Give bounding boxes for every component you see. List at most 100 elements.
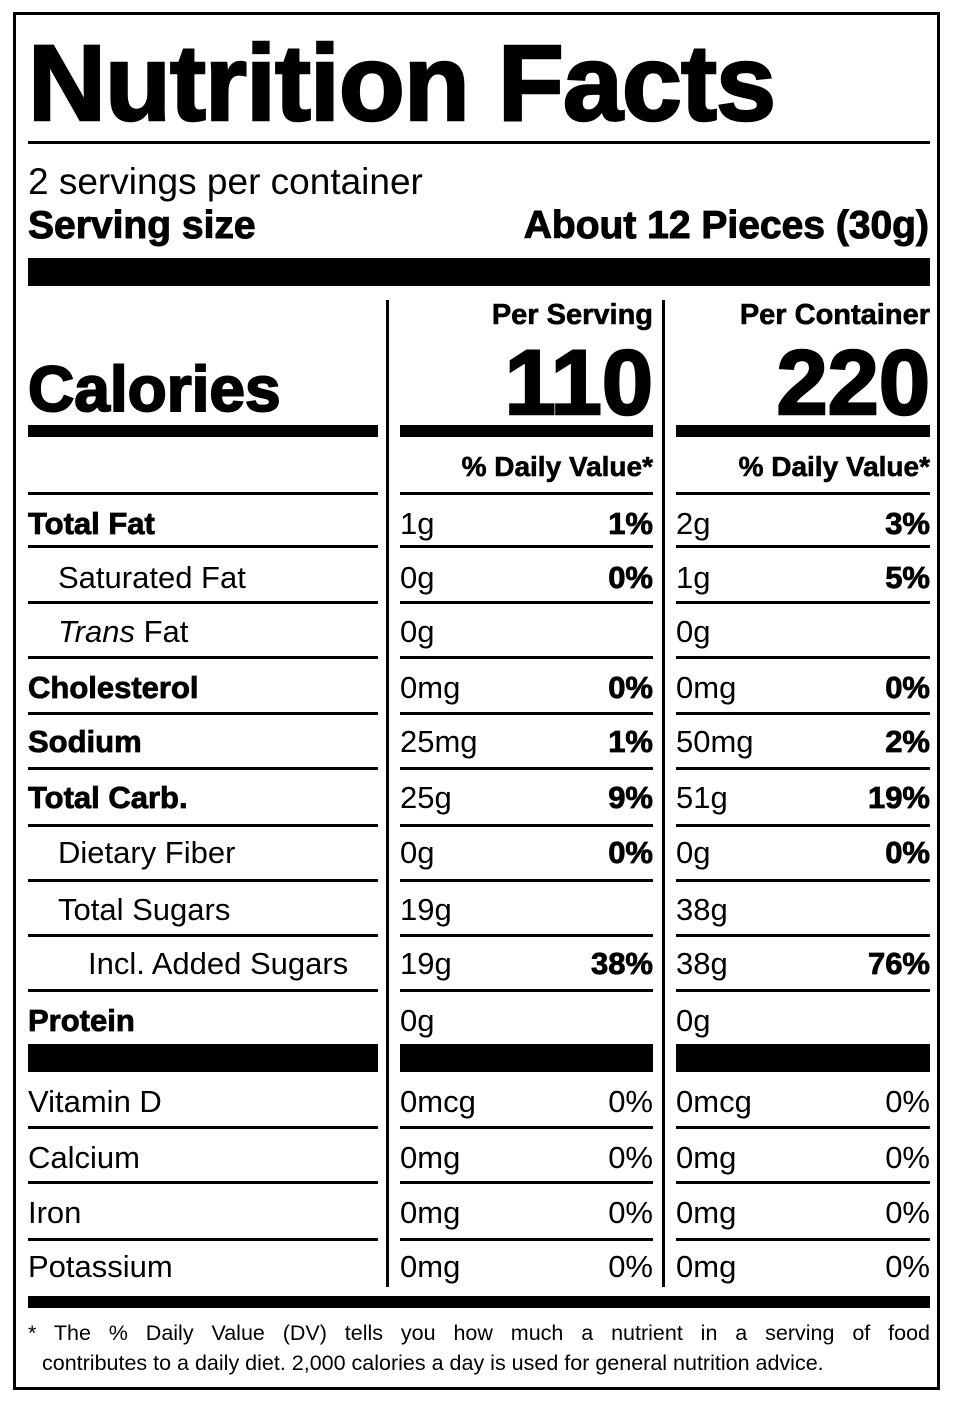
serving-daily-value: 9% — [608, 780, 654, 816]
container-amount: 1g — [676, 560, 711, 595]
vitamin-rule-1-label — [28, 1181, 378, 1184]
calories-label: Calories — [27, 352, 282, 426]
nutrient-rule-2-serving — [400, 601, 653, 604]
nutrient-name: Total Sugars — [58, 892, 231, 927]
nutrient-name: Cholesterol — [28, 670, 199, 706]
nutrient-rule-1-serving — [400, 545, 653, 548]
title-rule — [28, 141, 930, 144]
container-amount: 2g — [676, 506, 711, 541]
vitamin-rule-0-label — [28, 1126, 378, 1129]
vitamin-rule-2-label — [28, 1238, 378, 1241]
vitamin-name: Potassium — [28, 1249, 173, 1284]
footnote-line-1: * The % Daily Value (DV) tells you how m… — [28, 1321, 930, 1345]
container-amount: 0mg — [676, 1195, 737, 1230]
footnote: * The % Daily Value (DV) tells you how m… — [28, 1318, 930, 1378]
container-amount: 0mg — [676, 670, 737, 705]
nutrient-rule-0-serving — [400, 492, 653, 495]
container-amount: 0g — [676, 835, 711, 870]
nutrient-rule-2-label — [28, 601, 378, 604]
nutrient-rule-1-container — [676, 545, 930, 548]
vitamin-divider-serving — [400, 1044, 653, 1072]
container-amount: 0mg — [676, 1140, 737, 1175]
vitamin-rule-0-serving — [400, 1126, 653, 1129]
vitamin-rule-2-serving — [400, 1238, 653, 1241]
serving-amount: 0mg — [400, 1140, 461, 1175]
serving-size-value: About 12 Pieces (30g) — [523, 204, 929, 248]
nutrient-rule-8-label — [28, 934, 378, 937]
serving-daily-value: 0% — [608, 835, 654, 871]
container-amount: 0g — [676, 614, 711, 649]
nutrient-rule-2-container — [676, 601, 930, 604]
per-serving-heading: Per Serving — [491, 299, 654, 332]
vitamin-rule-2-container — [676, 1238, 930, 1241]
nutrient-rule-1-label — [28, 545, 378, 548]
container-daily-value: 0% — [885, 670, 931, 706]
container-amount: 38g — [676, 946, 728, 981]
nutrient-rule-6-label — [28, 824, 378, 827]
nutrient-rule-4-container — [676, 712, 930, 715]
nutrient-rule-0-label — [28, 492, 378, 495]
footnote-line-2: contributes to a daily diet. 2,000 calor… — [42, 1351, 824, 1375]
label-title: Nutrition Facts — [27, 21, 778, 145]
vitamin-rule-1-container — [676, 1181, 930, 1184]
serving-daily-value: 0% — [608, 560, 654, 596]
serving-amount: 0mg — [400, 1195, 461, 1230]
nutrient-rule-9-container — [676, 989, 930, 992]
nutrient-name: Saturated Fat — [58, 560, 246, 595]
nutrient-rule-7-container — [676, 879, 930, 882]
container-amount: 0g — [676, 1003, 711, 1038]
serving-daily-value: 0% — [608, 1195, 653, 1230]
container-daily-value: 19% — [867, 780, 931, 816]
serving-amount: 0g — [400, 614, 435, 649]
nutrient-rule-5-container — [676, 767, 930, 770]
nutrient-rule-6-container — [676, 824, 930, 827]
serving-amount: 1g — [400, 506, 435, 541]
nutrient-name: Protein — [28, 1003, 136, 1039]
nutrient-rule-3-container — [676, 656, 930, 659]
column-divider-left — [386, 300, 389, 1287]
nutrient-name: Sodium — [28, 724, 142, 760]
vitamin-divider-label — [28, 1044, 378, 1072]
serving-daily-value: 0% — [608, 1249, 653, 1284]
daily-value-heading-container: % Daily Value* — [738, 451, 930, 483]
calories-rule-container — [676, 425, 930, 437]
container-amount: 0mcg — [676, 1084, 752, 1119]
container-amount: 51g — [676, 780, 728, 815]
nutrient-rule-7-label — [28, 879, 378, 882]
nutrient-name: Dietary Fiber — [58, 835, 236, 870]
serving-daily-value: 38% — [590, 946, 654, 982]
calories-rule-serving — [400, 425, 653, 437]
nutrient-rule-5-label — [28, 767, 378, 770]
serving-amount: 0mcg — [400, 1084, 476, 1119]
servings-per-container: 2 servings per container — [28, 161, 423, 202]
nutrient-rule-8-container — [676, 934, 930, 937]
nutrient-name: Total Carb. — [28, 780, 188, 816]
nutrient-rule-4-label — [28, 712, 378, 715]
nutrient-rule-3-label — [28, 656, 378, 659]
container-amount: 50mg — [676, 724, 754, 759]
nutrient-rule-0-container — [676, 492, 930, 495]
container-daily-value: 0% — [885, 835, 931, 871]
serving-amount: 0mg — [400, 670, 461, 705]
container-daily-value: 2% — [885, 724, 931, 760]
calories-per-serving: 110 — [503, 332, 654, 434]
container-daily-value: 0% — [885, 1195, 930, 1230]
serving-amount: 25mg — [400, 724, 478, 759]
container-amount: 0mg — [676, 1249, 737, 1284]
serving-size-label: Serving size — [28, 204, 257, 248]
nutrient-rule-9-label — [28, 989, 378, 992]
container-amount: 38g — [676, 892, 728, 927]
vitamin-name: Iron — [28, 1195, 82, 1230]
nutrient-rule-6-serving — [400, 824, 653, 827]
container-daily-value: 0% — [885, 1249, 930, 1284]
per-container-heading: Per Container — [739, 299, 931, 332]
container-daily-value: 76% — [867, 946, 931, 982]
container-daily-value: 0% — [885, 1084, 930, 1119]
serving-amount: 0g — [400, 1003, 435, 1038]
vitamin-name: Calcium — [28, 1140, 140, 1175]
serving-daily-value: 1% — [608, 724, 654, 760]
column-divider-right — [662, 300, 665, 1287]
daily-value-heading-serving: % Daily Value* — [461, 451, 653, 483]
nutrient-name: Incl. Added Sugars — [88, 946, 349, 981]
container-daily-value: 0% — [885, 1140, 930, 1175]
